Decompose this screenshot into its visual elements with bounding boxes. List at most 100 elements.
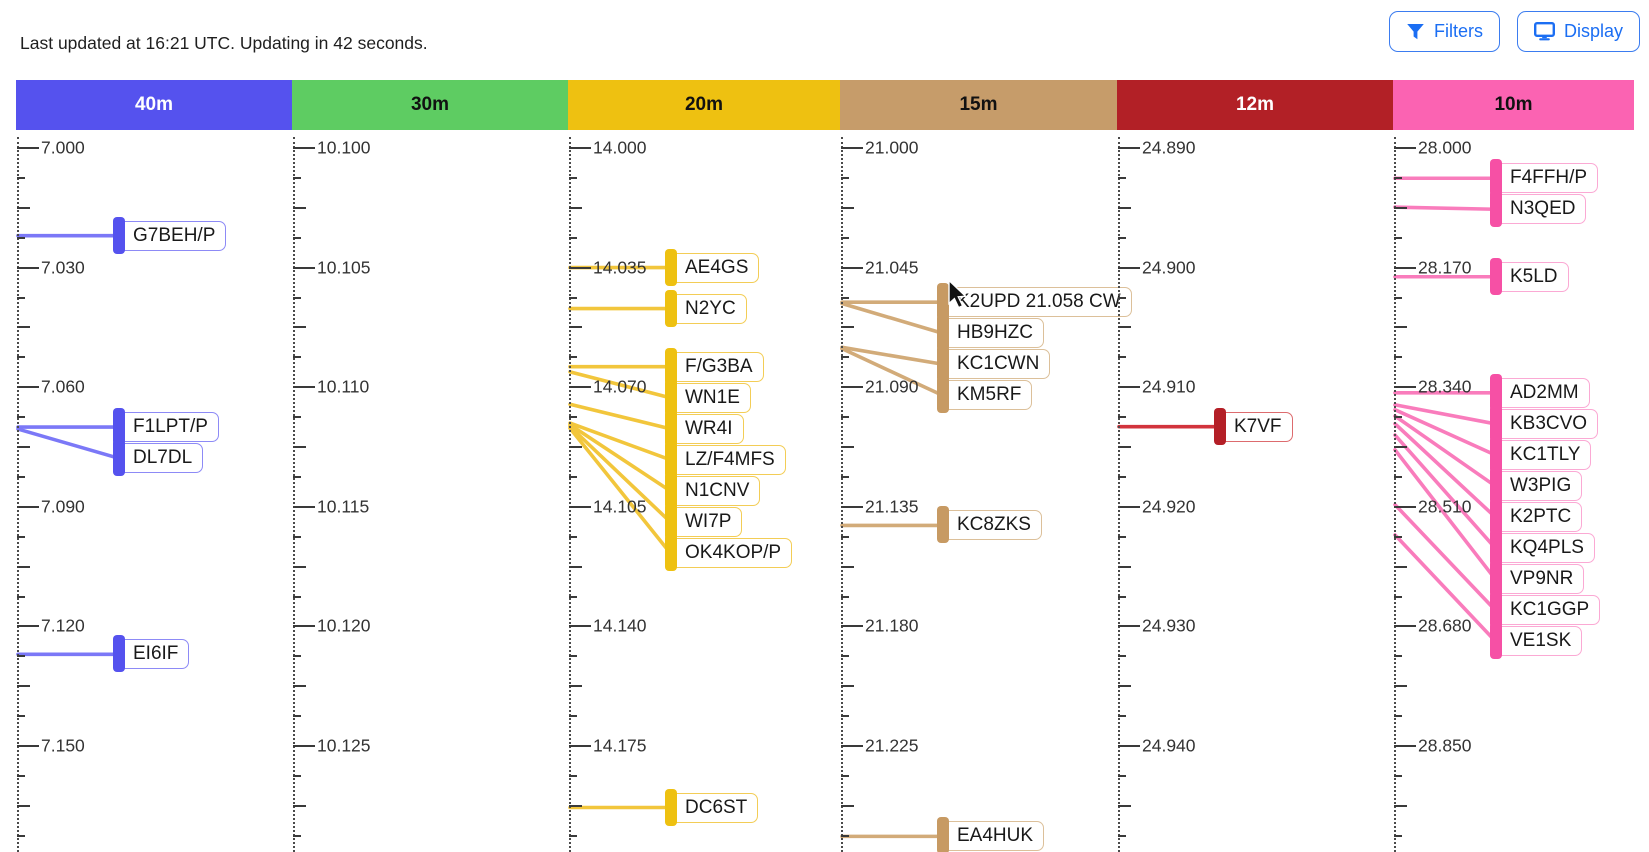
spot-callsign: VE1SK bbox=[1510, 629, 1572, 651]
spot-marker bbox=[665, 533, 677, 571]
minor-tick bbox=[1394, 655, 1402, 658]
spot-callsign: N2YC bbox=[685, 297, 736, 319]
spot-K2PTC[interactable]: K2PTC bbox=[1490, 497, 1583, 535]
spot-marker bbox=[665, 409, 677, 447]
spot-KC1GGP[interactable]: KC1GGP bbox=[1490, 590, 1601, 628]
spot-DC6ST[interactable]: DC6ST bbox=[665, 788, 759, 826]
major-tick bbox=[569, 386, 591, 389]
minor-tick bbox=[1118, 475, 1126, 478]
frequency-ruler-40m bbox=[17, 137, 19, 852]
major-tick bbox=[841, 266, 863, 269]
minor-tick bbox=[1118, 356, 1126, 359]
spot-AE4GS[interactable]: AE4GS bbox=[665, 248, 760, 286]
spot-F4FFH/P[interactable]: F4FFH/P bbox=[1490, 159, 1599, 197]
spot-KB3CVO[interactable]: KB3CVO bbox=[1490, 404, 1599, 442]
tick-label: 28.000 bbox=[1418, 137, 1472, 158]
spot-EI6IF[interactable]: EI6IF bbox=[113, 635, 190, 673]
minor-tick bbox=[293, 296, 301, 299]
toolbar: Filters Display bbox=[1389, 11, 1641, 52]
major-tick bbox=[569, 147, 591, 149]
spot-G7BEH/P[interactable]: G7BEH/P bbox=[113, 216, 227, 254]
major-tick bbox=[1118, 147, 1140, 149]
minor-tick bbox=[569, 326, 582, 329]
spot-marker bbox=[665, 289, 677, 327]
major-tick bbox=[1118, 505, 1140, 508]
spot-callsign: KC1TLY bbox=[1510, 443, 1581, 465]
spot-K5LD[interactable]: K5LD bbox=[1490, 257, 1569, 295]
minor-tick bbox=[293, 446, 306, 448]
major-tick bbox=[569, 625, 591, 628]
major-tick bbox=[1394, 505, 1416, 508]
minor-tick bbox=[1394, 176, 1402, 179]
major-tick bbox=[293, 386, 315, 389]
minor-tick bbox=[841, 236, 849, 239]
spot-callsign: HB9HZC bbox=[957, 322, 1034, 344]
spot-KM5RF[interactable]: KM5RF bbox=[937, 376, 1033, 414]
tick-label: 7.030 bbox=[41, 257, 85, 278]
major-tick bbox=[1118, 625, 1140, 628]
minor-tick bbox=[17, 774, 25, 777]
spot-KC1TLY[interactable]: KC1TLY bbox=[1490, 435, 1592, 473]
minor-tick bbox=[1394, 834, 1402, 837]
spot-F1LPT/P[interactable]: F1LPT/P bbox=[113, 408, 219, 446]
spot-marker bbox=[937, 817, 949, 852]
filter-funnel-icon bbox=[1406, 23, 1425, 41]
minor-tick bbox=[569, 834, 577, 837]
spot-marker bbox=[1490, 435, 1502, 473]
minor-tick bbox=[1394, 595, 1402, 598]
spot-W3PIG[interactable]: W3PIG bbox=[1490, 466, 1583, 504]
tick-label: 10.115 bbox=[317, 496, 370, 517]
spot-VP9NR[interactable]: VP9NR bbox=[1490, 559, 1585, 597]
major-tick bbox=[1118, 745, 1140, 747]
display-button[interactable]: Display bbox=[1517, 11, 1641, 52]
band-header-20m: 20m bbox=[568, 80, 840, 130]
display-monitor-icon bbox=[1534, 22, 1555, 41]
spot-WI7P[interactable]: WI7P bbox=[665, 502, 743, 540]
minor-tick bbox=[569, 416, 577, 419]
spot-VE1SK[interactable]: VE1SK bbox=[1490, 621, 1583, 659]
spot-AD2MM[interactable]: AD2MM bbox=[1490, 373, 1590, 411]
spot-marker bbox=[1490, 466, 1502, 504]
spot-EA4HUK[interactable]: EA4HUK bbox=[937, 817, 1045, 852]
spot-marker bbox=[1490, 528, 1502, 566]
spot-OK4KOP/P[interactable]: OK4KOP/P bbox=[665, 533, 793, 571]
spot-callsign: K2PTC bbox=[1510, 505, 1572, 527]
spot-K2UPD[interactable]: K2UPD 21.058 CW bbox=[937, 283, 1132, 321]
spot-KC1CWN[interactable]: KC1CWN bbox=[937, 345, 1051, 383]
filters-button[interactable]: Filters bbox=[1389, 11, 1500, 52]
minor-tick bbox=[17, 685, 30, 688]
spot-F/G3BA[interactable]: F/G3BA bbox=[665, 347, 764, 385]
spot-WR4I[interactable]: WR4I bbox=[665, 409, 744, 447]
tick-label: 10.110 bbox=[317, 376, 370, 397]
spot-N3QED[interactable]: N3QED bbox=[1490, 190, 1587, 228]
major-tick bbox=[293, 625, 315, 628]
major-tick bbox=[17, 625, 39, 628]
spot-WN1E[interactable]: WN1E bbox=[665, 378, 751, 416]
minor-tick bbox=[1394, 206, 1407, 209]
minor-tick bbox=[17, 176, 25, 179]
spot-DL7DL[interactable]: DL7DL bbox=[113, 439, 204, 477]
minor-tick bbox=[841, 446, 854, 448]
spot-LZ/F4MFS[interactable]: LZ/F4MFS bbox=[665, 440, 786, 478]
tick-label: 21.180 bbox=[865, 615, 919, 636]
spot-callsign: DL7DL bbox=[133, 447, 193, 469]
minor-tick bbox=[293, 565, 306, 568]
spot-callsign: W3PIG bbox=[1510, 474, 1572, 496]
spot-K7VF[interactable]: K7VF bbox=[1214, 407, 1293, 445]
spot-KQ4PLS[interactable]: KQ4PLS bbox=[1490, 528, 1595, 566]
minor-tick bbox=[1394, 356, 1402, 359]
spot-callsign: AE4GS bbox=[685, 256, 749, 278]
spot-callsign: KB3CVO bbox=[1510, 412, 1588, 434]
minor-tick bbox=[841, 326, 854, 329]
spot-KC8ZKS[interactable]: KC8ZKS bbox=[937, 506, 1042, 544]
spot-N1CNV[interactable]: N1CNV bbox=[665, 471, 761, 509]
spot-callsign: KC1CWN bbox=[957, 353, 1040, 375]
spot-N2YC[interactable]: N2YC bbox=[665, 289, 747, 327]
major-tick bbox=[841, 745, 863, 747]
minor-tick bbox=[17, 416, 25, 419]
minor-tick bbox=[1394, 535, 1402, 538]
major-tick bbox=[17, 147, 39, 149]
spot-HB9HZC[interactable]: HB9HZC bbox=[937, 314, 1045, 352]
minor-tick bbox=[1118, 655, 1126, 658]
minor-tick bbox=[841, 834, 849, 837]
